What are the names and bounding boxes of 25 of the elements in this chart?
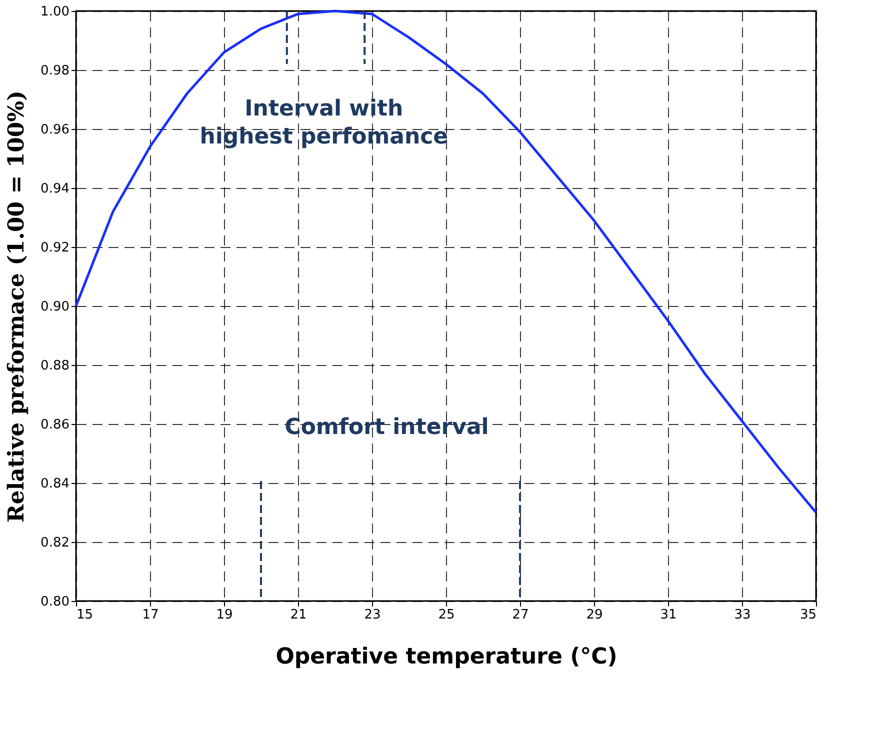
x-tick-label: 33 bbox=[734, 608, 751, 622]
x-tick-label: 25 bbox=[438, 608, 455, 622]
x-tick-label: 29 bbox=[586, 608, 603, 622]
annotation: Interval with highest perfomance bbox=[200, 96, 448, 150]
x-tick-label: 17 bbox=[142, 608, 159, 622]
y-tick-label: 0.94 bbox=[40, 182, 70, 196]
x-tick-label: 31 bbox=[660, 608, 677, 622]
y-tick-label: 1.00 bbox=[40, 4, 70, 20]
y-tick-label: 0.80 bbox=[40, 594, 70, 610]
y-tick-label: 0.88 bbox=[40, 358, 70, 374]
y-tick-label: 0.90 bbox=[40, 300, 70, 314]
x-tick-label: 23 bbox=[364, 608, 381, 622]
y-tick-label: 0.84 bbox=[40, 476, 70, 492]
y-tick-label: 0.96 bbox=[40, 122, 70, 138]
y-axis-title: Relative preformace (1.00 = 100%) bbox=[4, 90, 30, 523]
x-tick-label: 21 bbox=[290, 608, 307, 622]
y-tick-label: 0.98 bbox=[40, 64, 70, 78]
x-tick-label: 15 bbox=[76, 608, 94, 622]
x-axis-title: Operative temperature (°C) bbox=[276, 644, 618, 670]
y-tick-label: 0.82 bbox=[40, 536, 70, 550]
x-tick-label: 19 bbox=[216, 608, 233, 622]
y-tick-label: 0.86 bbox=[40, 418, 70, 432]
y-tick-label: 0.92 bbox=[40, 240, 70, 256]
x-tick-label: 35 bbox=[800, 608, 816, 622]
x-tick-label: 27 bbox=[512, 608, 529, 622]
